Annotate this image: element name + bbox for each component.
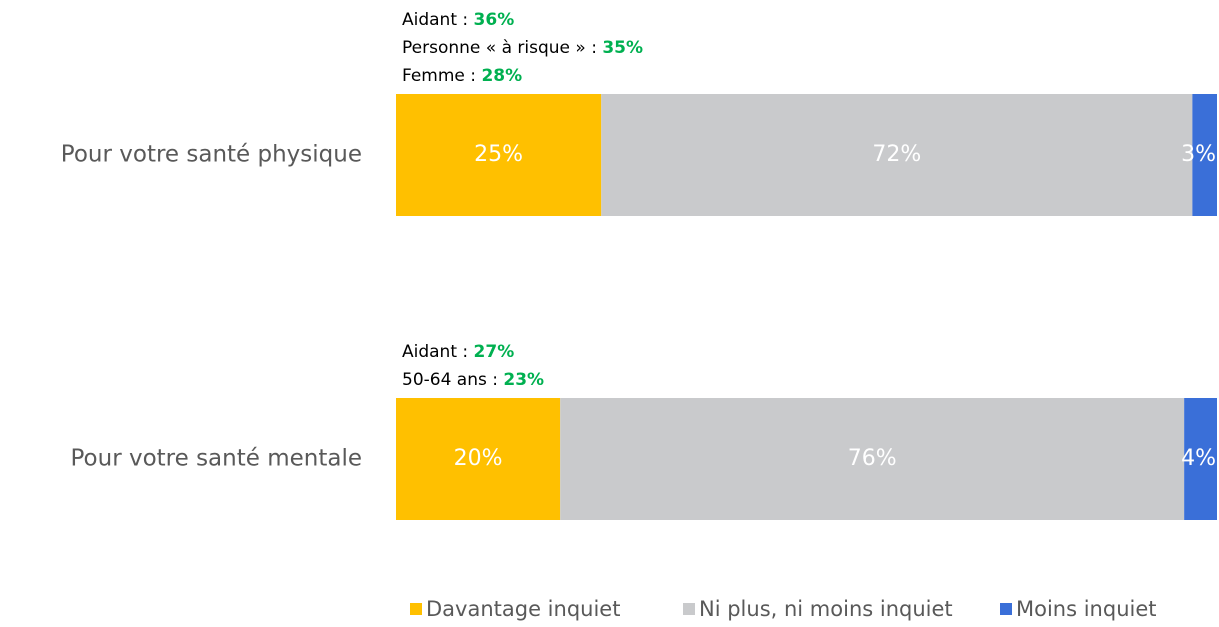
annotation-value: 27%: [474, 342, 515, 362]
legend-swatch: [1000, 603, 1012, 615]
bar-segment: [560, 398, 1185, 520]
annotation-label: Femme :: [402, 66, 476, 86]
bar-segment: [1192, 94, 1217, 216]
value-label: 4%: [1181, 446, 1216, 471]
annotation: Personne « à risque » : 35%: [402, 38, 643, 58]
value-label: 3%: [1181, 142, 1216, 167]
annotation-value: 35%: [602, 38, 643, 58]
annotation-value: 23%: [503, 370, 544, 390]
annotation: 50-64 ans : 23%: [402, 370, 544, 390]
annotation-label: Aidant :: [402, 342, 468, 362]
annotation: Aidant : 27%: [402, 342, 514, 362]
bar-segment: [1184, 398, 1217, 520]
legend-label: Moins inquiet: [1016, 597, 1157, 621]
annotation-value: 28%: [481, 66, 522, 86]
value-label: 20%: [454, 446, 503, 471]
bar-segment: [601, 94, 1193, 216]
legend-swatch: [410, 603, 422, 615]
annotation-label: Aidant :: [402, 10, 468, 30]
annotation-label: 50-64 ans :: [402, 370, 498, 390]
value-label: 76%: [848, 446, 897, 471]
legend-swatch: [683, 603, 695, 615]
value-label: 72%: [872, 142, 921, 167]
bar-segment: [396, 94, 602, 216]
legend-label: Ni plus, ni moins inquiet: [699, 597, 953, 621]
legend-label: Davantage inquiet: [426, 597, 620, 621]
annotation: Aidant : 36%: [402, 10, 514, 30]
annotation-label: Personne « à risque » :: [402, 38, 597, 58]
annotation: Femme : 28%: [402, 66, 522, 86]
category-label: Pour votre santé physique: [61, 142, 362, 168]
category-label: Pour votre santé mentale: [71, 446, 363, 472]
bar-segment: [396, 398, 561, 520]
value-label: 25%: [474, 142, 523, 167]
annotation-value: 36%: [474, 10, 515, 30]
